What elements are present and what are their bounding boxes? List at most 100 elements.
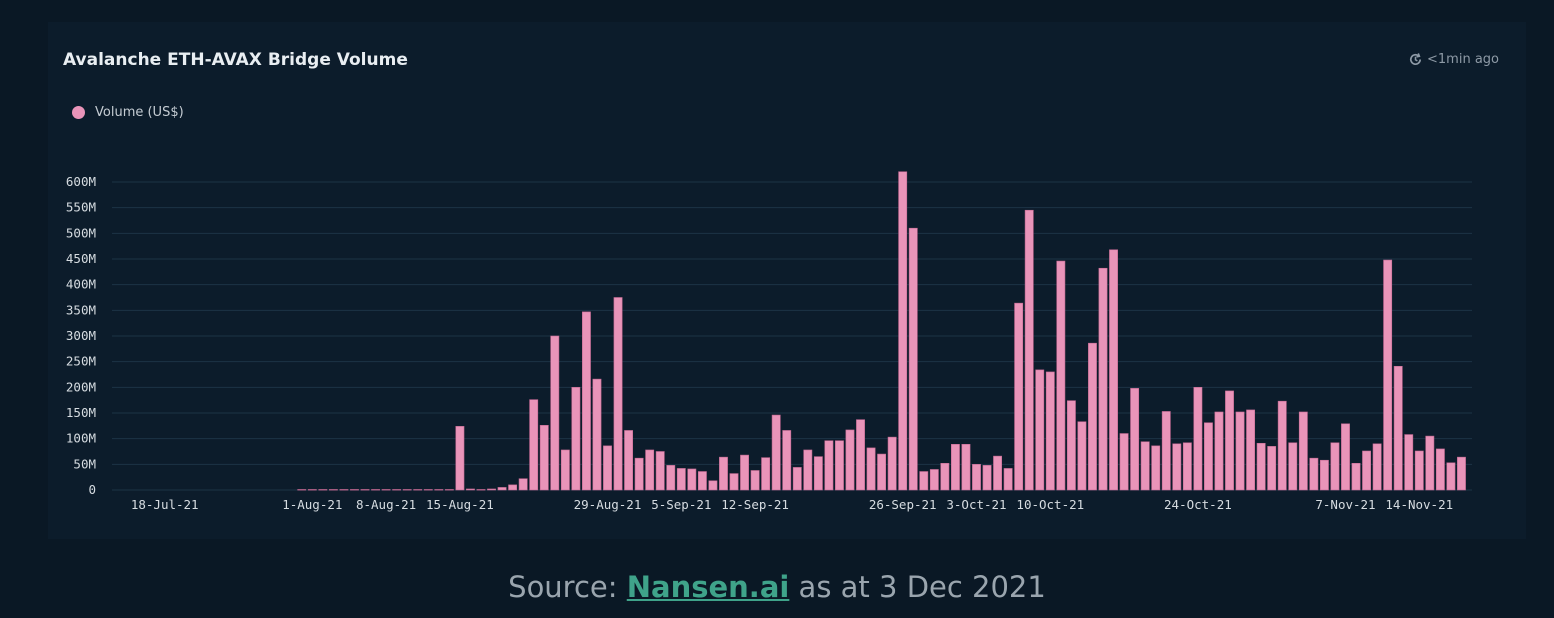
- bar: [687, 468, 697, 491]
- y-tick-label: 450M: [66, 251, 96, 266]
- bar: [845, 429, 855, 491]
- bar: [381, 489, 391, 491]
- source-caption: Source: Nansen.ai as at 3 Dec 2021: [0, 570, 1554, 604]
- bar: [497, 487, 507, 491]
- x-tick-label: 14-Nov-21: [1385, 497, 1453, 512]
- bar: [866, 447, 876, 491]
- bar: [529, 399, 539, 491]
- bar: [940, 463, 950, 491]
- bar: [371, 489, 380, 491]
- bar: [550, 335, 560, 491]
- bar: [1172, 443, 1182, 491]
- bar: [582, 311, 591, 491]
- bar: [1414, 450, 1424, 491]
- bar: [719, 456, 728, 491]
- source-link[interactable]: Nansen.ai: [626, 570, 790, 604]
- bar: [613, 297, 623, 491]
- bar: [792, 467, 802, 491]
- bar: [666, 465, 676, 491]
- bar: [729, 473, 739, 491]
- bar: [1225, 390, 1234, 491]
- bar: [1109, 249, 1118, 491]
- x-tick-label: 10-Oct-21: [1016, 497, 1084, 512]
- y-tick-label: 550M: [66, 200, 96, 215]
- x-tick-label: 1-Aug-21: [282, 497, 342, 512]
- bar: [455, 426, 465, 491]
- source-suffix: as at 3 Dec 2021: [789, 570, 1046, 604]
- bar: [1214, 411, 1224, 491]
- bar: [929, 469, 939, 491]
- bar: [1267, 446, 1277, 491]
- bar: [655, 451, 665, 491]
- bar: [518, 478, 528, 491]
- x-tick-label: 3-Oct-21: [946, 497, 1006, 512]
- bar: [1204, 422, 1213, 491]
- bar: [1140, 441, 1150, 491]
- y-tick-label: 350M: [66, 302, 96, 317]
- bar: [1035, 369, 1045, 491]
- legend[interactable]: Volume (US$): [72, 105, 184, 120]
- bar: [1341, 423, 1350, 491]
- bar: [634, 457, 644, 491]
- chart-title: Avalanche ETH-AVAX Bridge Volume: [63, 50, 408, 70]
- refresh-status[interactable]: <1min ago: [1408, 52, 1499, 67]
- bar: [961, 444, 971, 491]
- chart-card: Avalanche ETH-AVAX Bridge Volume <1min a…: [48, 22, 1526, 539]
- bar: [982, 465, 992, 491]
- bar: [708, 480, 718, 491]
- bar: [877, 453, 887, 491]
- bar: [1393, 365, 1403, 491]
- bar: [1003, 468, 1013, 491]
- bar: [1014, 302, 1024, 491]
- bar: [1066, 400, 1076, 491]
- bar: [1098, 267, 1108, 491]
- bar: [761, 457, 771, 491]
- bar: [1457, 456, 1466, 491]
- bar: [603, 445, 612, 491]
- bar: [1309, 457, 1319, 491]
- bar: [1277, 400, 1287, 491]
- y-tick-label: 300M: [66, 328, 96, 343]
- bar: [919, 471, 929, 491]
- x-tick-label: 7-Nov-21: [1315, 497, 1375, 512]
- bar: [1298, 411, 1308, 491]
- bar: [466, 488, 475, 491]
- bar: [1319, 459, 1329, 491]
- bar: [993, 455, 1002, 491]
- bar: [697, 471, 707, 491]
- bar: [1024, 209, 1034, 491]
- bar: [645, 449, 655, 491]
- bar: [508, 484, 518, 491]
- x-tick-label: 8-Aug-21: [356, 497, 416, 512]
- y-tick-label: 0: [88, 482, 96, 497]
- bar: [782, 430, 792, 491]
- bar: [444, 489, 454, 491]
- bar: [560, 449, 570, 491]
- bar: [1246, 409, 1256, 491]
- bar: [350, 489, 359, 491]
- x-tick-label: 26-Sep-21: [869, 497, 937, 512]
- bar: [771, 414, 781, 491]
- bar: [1182, 442, 1192, 491]
- bar: [1056, 260, 1066, 491]
- y-tick-label: 500M: [66, 225, 96, 240]
- bar: [1372, 443, 1382, 491]
- bar: [803, 449, 813, 491]
- bar: [950, 444, 960, 491]
- y-tick-label: 200M: [66, 379, 96, 394]
- bar: [1161, 411, 1171, 491]
- bar: [1404, 434, 1414, 491]
- bar: [676, 468, 686, 491]
- bar: [750, 470, 760, 491]
- bar: [487, 488, 496, 491]
- y-tick-label: 150M: [66, 405, 96, 420]
- bar: [624, 430, 634, 491]
- y-tick-label: 250M: [66, 354, 96, 369]
- refresh-icon[interactable]: [1408, 52, 1423, 67]
- bar: [307, 489, 317, 491]
- bar: [1425, 435, 1435, 491]
- bar: [1383, 259, 1393, 491]
- legend-marker: [72, 106, 85, 119]
- bar: [1130, 388, 1140, 491]
- y-tick-label: 50M: [73, 456, 96, 471]
